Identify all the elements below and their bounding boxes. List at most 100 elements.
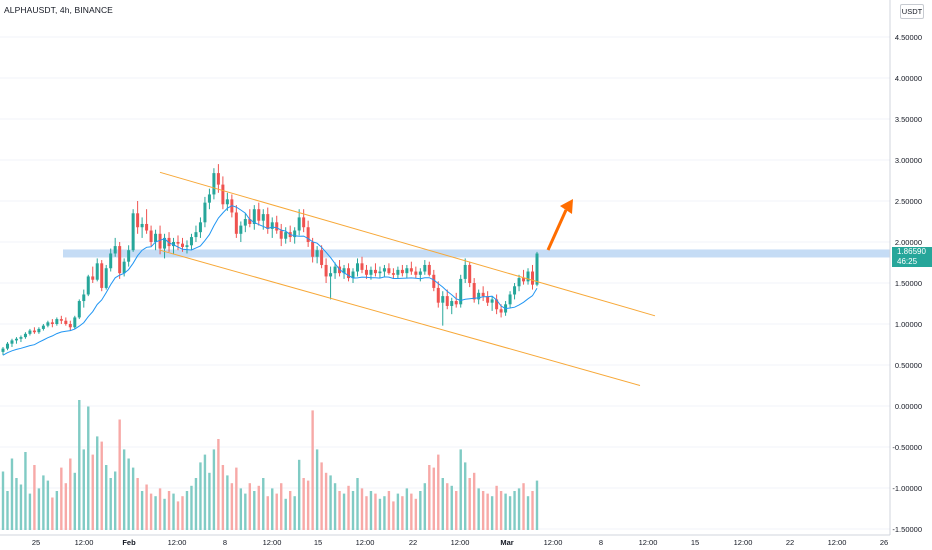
volume-bar <box>217 439 220 530</box>
candle-body <box>203 202 207 223</box>
candle-body <box>423 264 427 272</box>
volume-bar <box>87 406 90 530</box>
price-tick-label: -1.00000 <box>892 484 922 493</box>
resistance-zone[interactable] <box>63 249 890 258</box>
price-axis[interactable]: 4.50000 4.00000 3.50000 3.00000 2.50000 2.000… <box>892 33 922 534</box>
candle-body <box>477 292 481 300</box>
arrow-up-icon[interactable] <box>546 199 573 251</box>
volume-bar <box>356 478 359 530</box>
volume-bar <box>401 496 404 530</box>
candle-body <box>351 271 355 279</box>
volume-bar <box>226 475 229 530</box>
candle-body <box>270 222 274 229</box>
arrow-head <box>560 199 573 214</box>
channel-upper-line[interactable] <box>159 171 656 317</box>
candle-body <box>535 253 539 285</box>
candle-body <box>248 219 252 224</box>
candle-body <box>396 269 400 275</box>
candle-body <box>342 268 346 274</box>
volume-bar <box>78 400 81 530</box>
volume-bar <box>324 472 328 530</box>
volume-bar <box>145 484 148 530</box>
candle-body <box>149 230 153 242</box>
price-tick-label: 3.50000 <box>895 115 922 124</box>
time-tick-label: 12:00 <box>451 538 470 547</box>
candle-body <box>207 194 211 203</box>
last-price-tag: 1.86590 46:25 <box>892 247 932 267</box>
candle-body <box>82 294 86 302</box>
candle-body <box>158 233 162 249</box>
candle-body <box>306 227 310 242</box>
currency-button[interactable]: USDT <box>900 4 924 19</box>
volume-bar <box>266 496 269 530</box>
candle-body <box>369 269 373 275</box>
price-tick-label: -1.50000 <box>892 525 922 534</box>
candle-body <box>225 199 229 205</box>
volume-bar <box>158 488 162 530</box>
moving-average-line <box>2 205 538 356</box>
candle-body <box>409 268 413 272</box>
candle-body <box>490 299 494 303</box>
candle-body <box>356 263 360 272</box>
volume-bar <box>230 483 234 530</box>
candle-body <box>324 264 328 277</box>
volume-bar <box>522 483 525 530</box>
volume-bar <box>441 478 444 530</box>
channel-lower-line[interactable] <box>159 249 641 386</box>
candle-body <box>472 283 476 300</box>
volume-bar <box>64 483 68 530</box>
candle-body <box>95 263 99 280</box>
time-tick-label: 12:00 <box>356 538 375 547</box>
candle-body <box>329 273 333 277</box>
candle-body <box>481 292 485 297</box>
volume-bar <box>383 496 386 530</box>
candle-body <box>1 348 5 352</box>
volume-bar <box>257 485 260 530</box>
candle-body <box>140 223 144 228</box>
volume-bar <box>517 488 521 530</box>
candle-body <box>145 223 149 231</box>
candle-body <box>454 301 458 305</box>
candle-body <box>320 250 324 265</box>
last-price-value: 1.86590 <box>897 247 926 256</box>
volume-bar <box>365 496 368 530</box>
volume-bar <box>320 462 323 530</box>
candle-body <box>46 322 50 326</box>
price-tick-label: 2.00000 <box>895 238 922 247</box>
candle-body <box>252 209 256 224</box>
volume-bar <box>280 483 283 530</box>
volume-bar <box>347 485 350 530</box>
volume-bar <box>297 459 301 530</box>
candle-body <box>459 278 463 305</box>
candle-body <box>5 343 9 349</box>
volume-bar <box>42 475 45 530</box>
volume-bar <box>248 483 252 530</box>
volume-bar <box>163 498 166 530</box>
volume-bar <box>526 496 530 530</box>
candle-body <box>239 225 243 234</box>
candle-body <box>91 276 95 280</box>
candle-body <box>284 232 288 239</box>
time-tick-label: Mar <box>500 538 513 547</box>
price-tick-label: 1.50000 <box>895 279 922 288</box>
volume-bar <box>203 454 207 530</box>
volume-bar <box>33 465 36 530</box>
candle-body <box>19 337 23 339</box>
volume-bar <box>338 491 341 530</box>
volume-bar <box>428 465 431 530</box>
time-tick-label: 22 <box>786 538 794 547</box>
time-tick-label: 15 <box>691 538 699 547</box>
candle-body <box>100 263 104 288</box>
candle-body <box>212 173 216 195</box>
time-axis[interactable]: 25 12:00 Feb 12:00 8 12:00 15 12:00 22 12:00 Mar 12… <box>0 534 890 547</box>
candle-body <box>445 296 449 306</box>
price-tick-label: 0.50000 <box>895 361 922 370</box>
candle-body <box>364 269 368 275</box>
candle-body <box>293 230 297 238</box>
volume-bar <box>167 491 171 530</box>
volume-bar <box>392 501 395 530</box>
candle-body <box>468 264 472 283</box>
candle-body <box>378 271 382 274</box>
